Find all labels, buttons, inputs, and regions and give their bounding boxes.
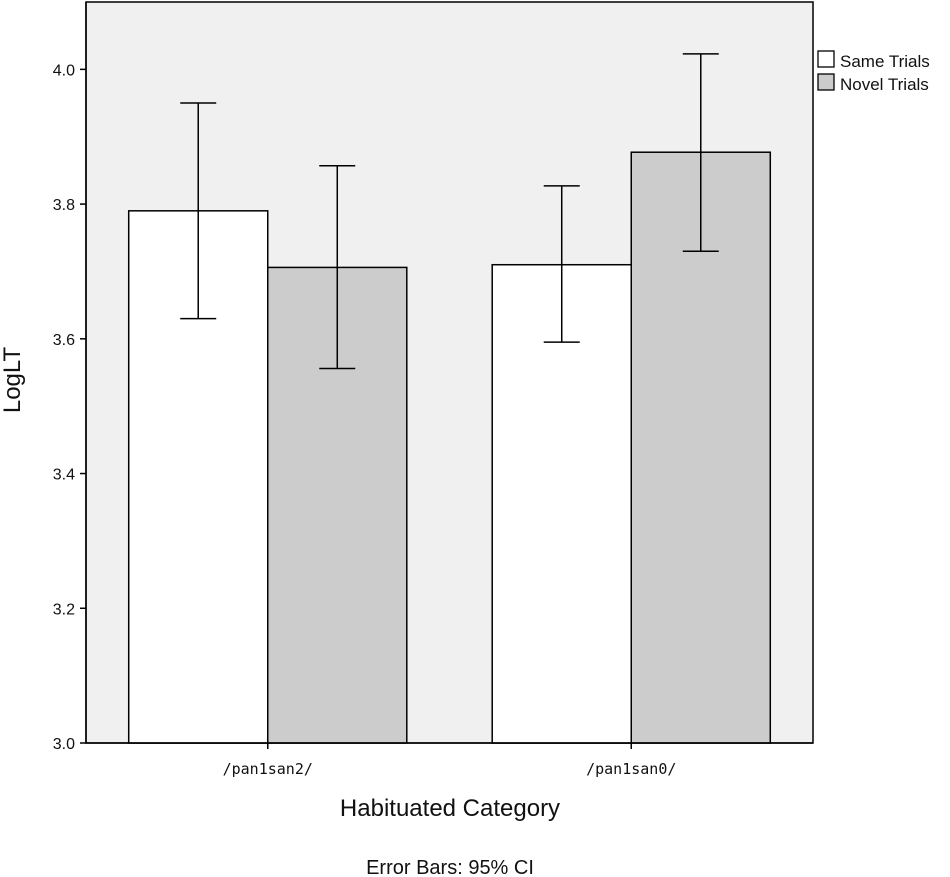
x-tick-label: /pan1san0/ <box>586 760 676 778</box>
legend: Same Trials Novel Trials <box>817 50 930 94</box>
legend-swatch-novel-trials <box>817 73 835 91</box>
x-tick-label: /pan1san2/ <box>223 760 313 778</box>
bar-same-trials-pan1san0 <box>491 263 632 744</box>
y-tick-label: 3.4 <box>53 467 75 484</box>
y-tick-label: 4.0 <box>53 62 75 79</box>
x-axis-title: Habituated Category <box>340 795 560 822</box>
y-tick-label: 3.0 <box>53 736 75 753</box>
y-tick-label: 3.2 <box>53 601 75 618</box>
error-bars-note: Error Bars: 95% CI <box>366 857 534 877</box>
legend-label-same-trials: Same Trials <box>840 52 930 71</box>
y-axis-title: LogLT <box>0 347 26 414</box>
y-tick-label: 3.8 <box>53 197 75 214</box>
legend-swatch-same-trials <box>817 50 835 68</box>
error-bars-layer <box>180 53 719 370</box>
y-tick-label: 3.6 <box>53 332 75 349</box>
y-axis: 3.0 3.2 3.4 3.6 3.8 4.0 <box>53 2 87 753</box>
legend-label-novel-trials: Novel Trials <box>840 75 929 94</box>
x-axis: /pan1san2/ /pan1san0/ <box>86 742 813 778</box>
